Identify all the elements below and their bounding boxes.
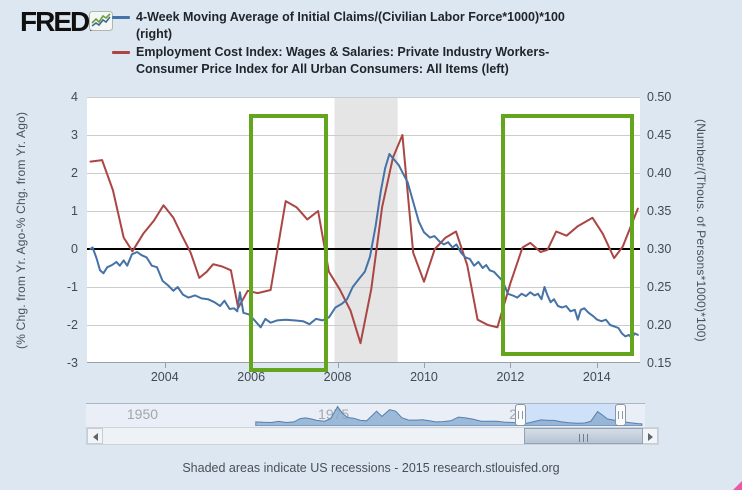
chart-legend: 4-Week Moving Average of Initial Claims/… — [112, 9, 732, 79]
y-axis-left-tick-label: -1 — [66, 280, 78, 294]
y-axis-right-tick-label: 0.35 — [647, 204, 672, 218]
legend-series-dash — [112, 51, 130, 54]
x-axis-tick-label: 2010 — [410, 370, 438, 384]
y-axis-left-tick-label: 4 — [71, 90, 78, 104]
x-axis-tick-mark — [423, 363, 425, 368]
left-axis-title: (% Chg. from Yr. Ago-% Chg. from Yr. Ago… — [14, 111, 28, 349]
fred-logo-chart-icon — [89, 11, 113, 31]
y-axis-right-tick-label: 0.25 — [647, 280, 672, 294]
plot-area[interactable] — [87, 97, 640, 363]
y-axis-right-tick-label: 0.30 — [647, 242, 672, 256]
scroll-left-icon — [93, 433, 98, 441]
x-axis-tick-label: 2008 — [323, 370, 352, 384]
right-axis-title: (Number/(Thous. of Persons*1000)*100) — [694, 118, 708, 342]
y-axis-left-tick-label: 3 — [71, 128, 78, 142]
x-axis-tick-mark — [596, 363, 598, 368]
fred-logo[interactable]: FRED. — [20, 6, 96, 37]
thumb-grip-icon — [587, 434, 589, 442]
thumb-grip-icon — [583, 434, 585, 442]
highlight-box-1 — [248, 114, 328, 373]
resize-corner-handle[interactable] — [733, 481, 742, 490]
range-selector-sparkline[interactable] — [86, 404, 645, 426]
recession-band — [334, 97, 398, 363]
y-axis-left-tick-label: 2 — [71, 166, 78, 180]
legend-item: 4-Week Moving Average of Initial Claims/… — [112, 9, 732, 43]
x-axis-tick-mark — [164, 363, 166, 368]
chart-caption: Shaded areas indicate US recessions - 20… — [182, 461, 560, 475]
scroll-left-button[interactable] — [87, 428, 103, 444]
y-axis-right-tick-label: 0.45 — [647, 128, 672, 142]
scroll-right-button[interactable] — [642, 428, 658, 444]
highlight-box-2 — [500, 114, 634, 357]
series-line-initial-claims[interactable] — [89, 153, 639, 339]
x-axis-tick-label: 2006 — [237, 370, 266, 384]
y-axis-right-tick-label: 0.15 — [647, 356, 672, 370]
scroll-right-icon — [648, 433, 653, 441]
legend-series-label: 4-Week Moving Average of Initial Claims/… — [136, 10, 565, 41]
sparkline-area — [255, 405, 643, 426]
range-handle-right[interactable] — [615, 404, 627, 426]
y-axis-right-tick-label: 0.40 — [647, 166, 672, 180]
y-axis-left-tick-label: 1 — [71, 204, 78, 218]
legend-series-dash — [112, 16, 130, 19]
legend-item: Employment Cost Index: Wages & Salaries:… — [112, 44, 732, 78]
y-axis-left-tick-label: 0 — [71, 242, 78, 256]
y-axis-left-tick-label: -2 — [66, 318, 78, 332]
range-handle-left[interactable] — [514, 404, 526, 426]
scrollbar-thumb[interactable] — [524, 428, 643, 444]
series-line-eci-cpi[interactable] — [89, 134, 639, 345]
handle-grip-icon — [517, 411, 523, 419]
x-axis-tick-mark — [337, 363, 339, 368]
y-axis-right-tick-label: 0.50 — [647, 90, 672, 104]
thumb-grip-icon — [579, 434, 581, 442]
x-axis-tick-label: 2004 — [150, 370, 179, 384]
decade-label-1950: 1950 — [126, 406, 159, 422]
x-axis-tick-label: 2014 — [582, 370, 611, 384]
x-axis-tick-mark — [510, 363, 512, 368]
legend-series-label: Employment Cost Index: Wages & Salaries:… — [136, 45, 550, 76]
x-axis-tick-label: 2012 — [496, 370, 525, 384]
handle-grip-icon — [618, 411, 624, 419]
horizontal-scrollbar[interactable] — [86, 427, 659, 445]
y-axis-right-tick-label: 0.20 — [647, 318, 672, 332]
y-axis-left-tick-label: -3 — [66, 356, 78, 370]
